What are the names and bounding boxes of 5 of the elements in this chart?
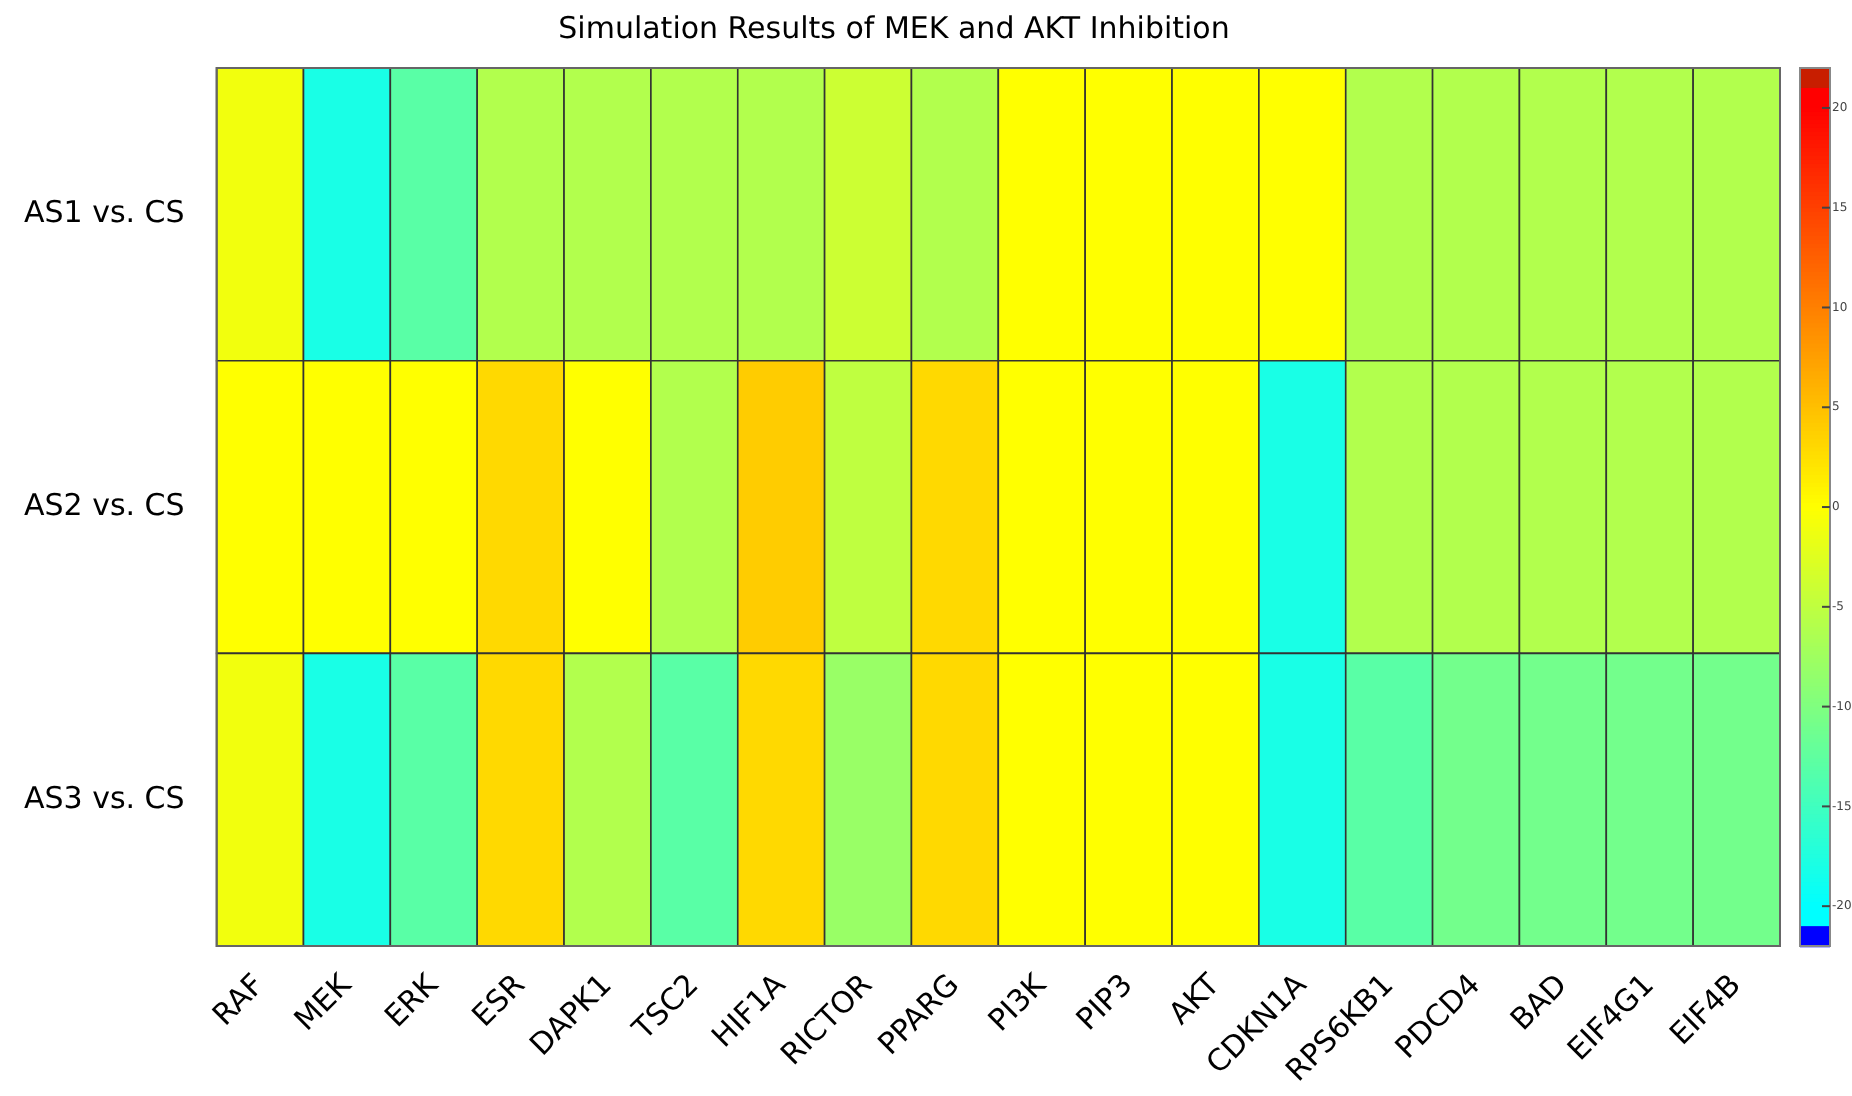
y-tick-label: AS2 vs. CS <box>23 486 185 523</box>
chart-title: Simulation Results of MEK and AKT Inhibition <box>558 9 1230 46</box>
x-tick-label: ESR <box>464 966 532 1034</box>
y-tick-label: AS3 vs. CS <box>23 779 185 816</box>
y-tick-label: AS1 vs. CS <box>23 194 185 231</box>
